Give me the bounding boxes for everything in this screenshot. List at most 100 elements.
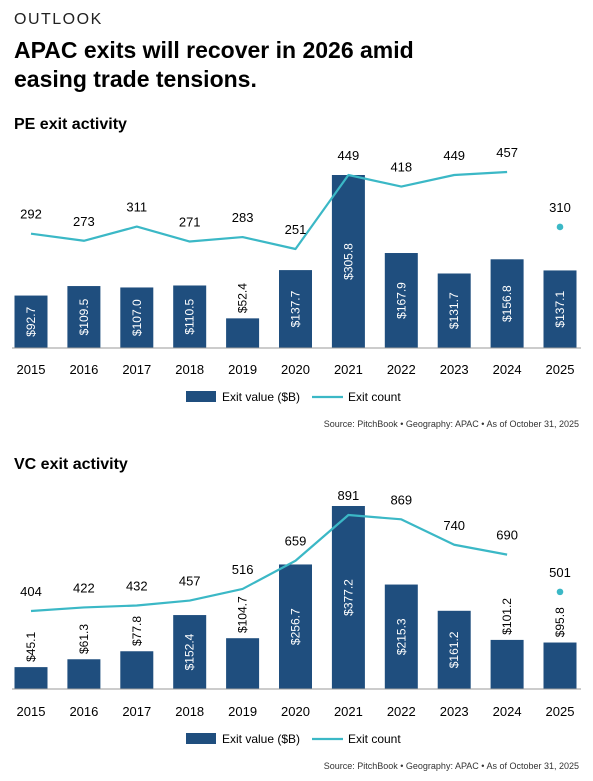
count-value-label: 273 [73, 214, 95, 229]
x-tick-label: 2016 [69, 704, 98, 719]
count-value-label: 449 [443, 148, 465, 163]
vc-exit-panel: VC exit activity $45.1 $61.3 $77.8 $152.4 $1… [0, 456, 593, 776]
bar-2022 [384, 253, 418, 348]
bar-value-label: $152.4 [183, 633, 197, 670]
x-tick-label: 2015 [17, 362, 46, 377]
vc-exit-chart: $45.1 $61.3 $77.8 $152.4 $104.7 $256.7 $377.2 $… [12, 488, 581, 746]
legend-bar-swatch [186, 733, 216, 744]
legend-line-label: Exit count [348, 390, 401, 404]
bar-value-label: $305.8 [341, 243, 355, 280]
bar-2023 [437, 273, 471, 348]
x-tick-label: 2023 [440, 362, 469, 377]
legend-bar-swatch [186, 391, 216, 402]
x-tick-label: 2019 [228, 362, 257, 377]
bar-2018 [173, 615, 207, 689]
count-value-label: 659 [285, 534, 307, 549]
x-tick-label: 2021 [334, 362, 363, 377]
x-tick-label: 2024 [493, 362, 522, 377]
bar-value-label: $110.5 [183, 299, 197, 335]
count-value-label: 501 [549, 565, 571, 580]
bar-value-label: $256.7 [289, 608, 303, 645]
count-value-label: 457 [179, 574, 201, 589]
bar-2019 [226, 318, 260, 348]
bar-2022 [384, 584, 418, 689]
bar-2019 [226, 638, 260, 689]
bar-value-label: $52.4 [236, 283, 250, 313]
count-value-label: 449 [338, 148, 360, 163]
x-tick-label: 2019 [228, 704, 257, 719]
bar-value-label: $107.0 [130, 299, 144, 336]
exit-count-point-2025 [556, 588, 564, 596]
bar-value-label: $77.8 [130, 616, 144, 646]
count-value-label: 869 [390, 492, 412, 507]
count-value-label: 251 [285, 222, 307, 237]
bar-value-label: $137.7 [289, 290, 303, 327]
chart-title: VC exit activity [14, 456, 128, 473]
bar-value-label: $101.2 [500, 598, 514, 635]
bar-2018 [173, 285, 207, 348]
bar-value-label: $109.5 [77, 298, 91, 335]
legend-bar-label: Exit value ($B) [222, 390, 300, 404]
bar-value-label: $215.3 [394, 618, 408, 655]
x-tick-label: 2017 [122, 362, 151, 377]
count-value-label: 516 [232, 562, 254, 577]
page-title: APAC exits will recover in 2026 amid eas… [14, 37, 414, 92]
count-value-label: 292 [20, 207, 42, 222]
exit-count-point-2025 [556, 223, 564, 231]
count-value-label: 310 [549, 200, 571, 215]
count-value-label: 891 [338, 488, 360, 503]
bar-value-label: $137.1 [553, 291, 567, 328]
exit-count-line [30, 170, 508, 251]
x-tick-label: 2020 [281, 362, 310, 377]
bar-2015 [14, 295, 48, 348]
pe-exit-panel: PE exit activity $92.7 $109.5 $107.0 $110.5… [0, 116, 593, 436]
bar-2017 [120, 287, 154, 348]
count-value-label: 457 [496, 145, 518, 160]
count-value-label: 404 [20, 584, 42, 599]
bar-value-label: $104.7 [236, 596, 250, 633]
x-tick-label: 2022 [387, 362, 416, 377]
chart-title: PE exit activity [14, 116, 127, 133]
bar-value-label: $167.9 [394, 282, 408, 319]
bar-2016 [67, 659, 101, 689]
x-tick-label: 2016 [69, 362, 98, 377]
source-note: Source: PitchBook • Geography: APAC • As… [323, 419, 579, 429]
count-value-label: 432 [126, 578, 148, 593]
count-value-label: 422 [73, 580, 95, 595]
legend-line-label: Exit count [348, 732, 401, 746]
bar-2025 [543, 642, 577, 689]
bar-value-label: $131.7 [447, 292, 461, 329]
pe-exit-chart: $92.7 $109.5 $107.0 $110.5 $52.4 $137.7 $305.8… [12, 145, 581, 404]
bar-value-label: $161.2 [447, 631, 461, 668]
x-tick-label: 2024 [493, 704, 522, 719]
x-tick-label: 2015 [17, 704, 46, 719]
count-value-label: 283 [232, 210, 254, 225]
bar-value-label: $45.1 [24, 632, 38, 662]
bar-2023 [437, 610, 471, 689]
x-tick-label: 2020 [281, 704, 310, 719]
bar-value-label: $156.8 [500, 285, 514, 322]
bar-value-label: $95.8 [553, 607, 567, 637]
count-value-label: 418 [390, 160, 412, 175]
x-tick-label: 2023 [440, 704, 469, 719]
source-note: Source: PitchBook • Geography: APAC • As… [323, 761, 579, 771]
exit-count-line [30, 513, 508, 613]
bar-value-label: $377.2 [341, 579, 355, 616]
x-tick-label: 2018 [175, 362, 204, 377]
bar-2024 [490, 639, 524, 689]
x-tick-label: 2018 [175, 704, 204, 719]
count-value-label: 690 [496, 528, 518, 543]
bar-value-label: $92.7 [24, 306, 38, 336]
eyebrow-label: OUTLOOK [14, 11, 103, 28]
count-value-label: 311 [126, 200, 147, 215]
bar-2020 [279, 564, 312, 689]
x-tick-label: 2021 [334, 704, 363, 719]
x-tick-label: 2017 [122, 704, 151, 719]
bar-2020 [279, 270, 312, 348]
bar-2015 [14, 667, 48, 689]
bar-2021 [331, 175, 365, 348]
legend-bar-label: Exit value ($B) [222, 732, 300, 746]
x-tick-label: 2025 [546, 704, 575, 719]
bar-2016 [67, 286, 101, 348]
bar-2025 [543, 270, 577, 348]
